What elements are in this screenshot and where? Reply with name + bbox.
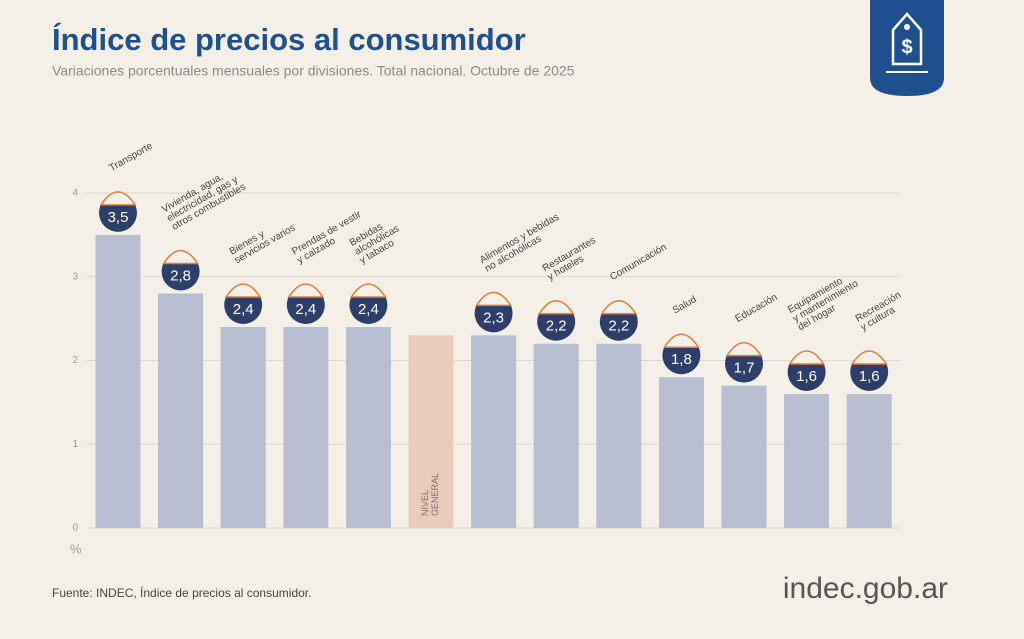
value-badge-icon <box>287 283 325 298</box>
y-tick-label: 1 <box>72 439 78 450</box>
value-label: 1,8 <box>671 351 692 368</box>
value-label: 1,6 <box>859 368 880 385</box>
value-badge-icon <box>725 341 763 357</box>
category-label: NIVELGENERAL <box>420 473 440 516</box>
y-tick-label: 3 <box>72 271 78 282</box>
value-label: 2,2 <box>546 318 567 335</box>
y-tick-label: 2 <box>72 355 78 366</box>
value-badge-icon <box>99 191 137 206</box>
bar <box>220 327 266 528</box>
bar <box>596 343 642 528</box>
y-unit: % <box>70 541 82 556</box>
chart-title: Índice de precios al consumidor <box>52 22 526 57</box>
value-badge-icon <box>850 350 888 365</box>
value-label: 1,7 <box>734 360 755 377</box>
bar <box>658 377 704 528</box>
chart-subtitle: Variaciones porcentuales mensuales por d… <box>52 63 575 79</box>
value-label: 2,4 <box>233 301 254 318</box>
value-badge-icon <box>350 283 387 298</box>
bar <box>471 335 517 528</box>
value-badge-icon <box>600 300 638 315</box>
category-label-line: GENERAL <box>430 473 440 516</box>
value-badge-icon <box>475 291 512 307</box>
value-label: 3,5 <box>108 209 129 226</box>
brand: indec.gob.ar <box>783 572 948 605</box>
value-badge-icon <box>537 300 575 315</box>
category-label-line: NIVEL <box>420 490 430 516</box>
svg-text:$: $ <box>901 36 912 58</box>
bar <box>408 335 454 528</box>
value-label: 2,2 <box>608 318 629 335</box>
value-label: 2,3 <box>483 309 504 326</box>
value-badge-icon <box>663 333 700 348</box>
bar <box>533 343 579 528</box>
y-tick-label: 0 <box>72 523 78 534</box>
value-badge-icon <box>224 283 262 298</box>
bar <box>95 234 141 528</box>
value-label: 2,4 <box>295 301 316 318</box>
bar <box>784 394 830 528</box>
bar <box>846 394 892 528</box>
value-label: 2,8 <box>170 267 191 284</box>
value-badge-icon <box>162 249 199 265</box>
bar <box>283 327 329 528</box>
value-badge-icon <box>788 350 825 365</box>
bar <box>158 293 204 528</box>
value-label: 1,6 <box>796 368 817 385</box>
value-label: 2,4 <box>358 301 379 318</box>
logo: $ <box>870 0 944 96</box>
source: Fuente: INDEC, Índice de precios al cons… <box>52 585 311 600</box>
y-tick-label: 4 <box>72 188 78 199</box>
bar <box>345 327 391 528</box>
bar <box>721 385 767 528</box>
